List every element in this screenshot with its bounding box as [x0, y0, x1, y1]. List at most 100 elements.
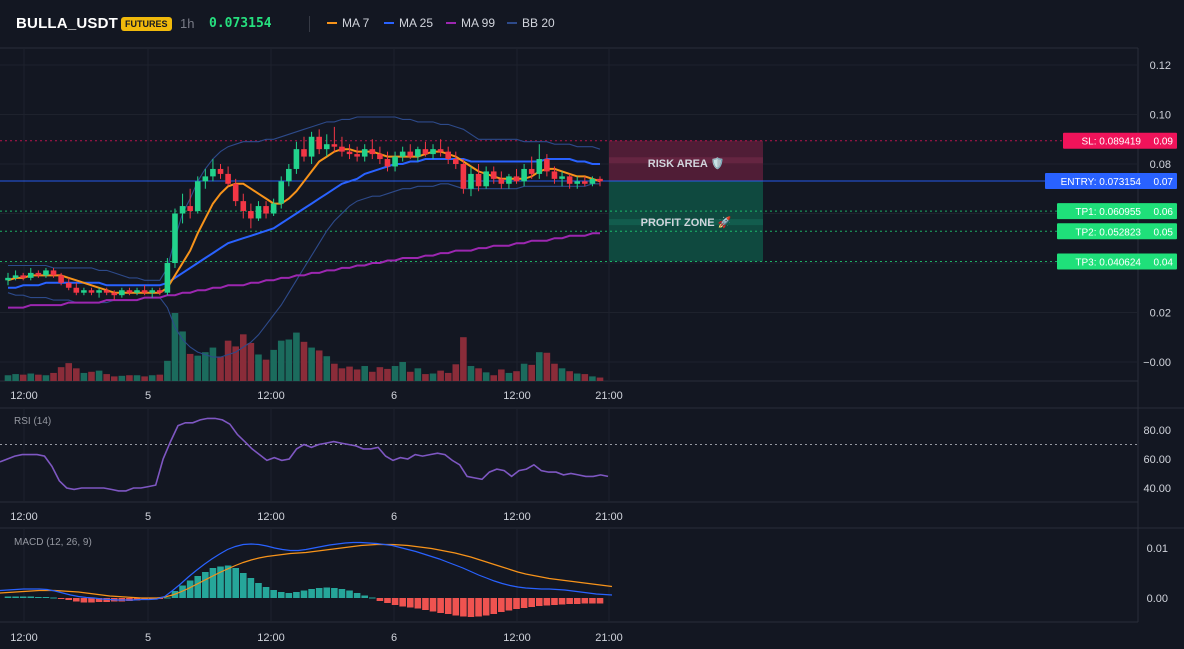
volume-bar	[346, 366, 353, 381]
candle-body	[88, 290, 95, 293]
volume-bar	[247, 342, 255, 381]
macd-title: MACD (12, 26, 9)	[14, 537, 92, 548]
macd-histogram-bar	[513, 598, 520, 609]
volume-bar	[444, 372, 452, 381]
macd-histogram-bar	[103, 598, 110, 602]
volume-bar	[179, 331, 186, 381]
macd-histogram-bar	[535, 598, 543, 606]
candle-body	[468, 173, 474, 189]
macd-histogram-bar	[270, 590, 277, 598]
volume-bar	[4, 375, 12, 381]
macd-histogram-bar	[338, 589, 346, 598]
rsi-line	[0, 417, 609, 492]
level-tag-label-entry: ENTRY: 0.073154	[1061, 177, 1142, 188]
macd-histogram-bar	[581, 598, 589, 604]
legend-ma25[interactable]: MA 25	[384, 16, 433, 30]
volume-bar	[551, 363, 558, 381]
volume-bar	[490, 375, 498, 381]
macd-histogram-bar	[551, 598, 558, 605]
volume-bar	[126, 375, 133, 381]
candle-body	[149, 290, 156, 293]
candle-body	[566, 176, 573, 184]
macd-histogram-bar	[399, 598, 406, 607]
futures-badge: FUTURES	[121, 17, 172, 31]
candle-body	[354, 154, 360, 157]
candle-body	[422, 149, 429, 155]
macd-histogram-bar	[42, 597, 50, 598]
volume-bar	[391, 366, 399, 381]
candle-body	[240, 201, 247, 212]
macd-histogram-bar	[194, 576, 202, 598]
candle-body	[460, 164, 467, 189]
candle-body	[551, 171, 558, 179]
macd-histogram-bar	[353, 593, 361, 598]
price-axis-label: 0.12	[1150, 60, 1171, 72]
risk-area-label: RISK AREA 🛡️	[648, 157, 724, 170]
candle-body	[582, 181, 588, 184]
volume-bar	[19, 374, 27, 381]
candle-body	[316, 136, 322, 150]
macd-histogram-bar	[346, 590, 353, 598]
level-tag-axis-tp2: 0.05	[1154, 227, 1174, 238]
candle-body	[559, 176, 565, 179]
volume-bar	[300, 341, 308, 381]
volume-bar	[57, 367, 65, 381]
macd-histogram-bar	[277, 592, 285, 598]
candle-body	[490, 171, 497, 179]
macd-histogram-bar	[65, 598, 73, 600]
candle-body	[81, 290, 87, 293]
macd-histogram-bar	[217, 566, 224, 598]
volume-bar	[429, 373, 437, 381]
macd-histogram-bar	[520, 598, 528, 608]
volume-bar	[141, 376, 148, 381]
legend-ma99[interactable]: MA 99	[446, 16, 495, 30]
time-axis-label: 6	[391, 511, 397, 523]
volume-bar	[133, 375, 141, 381]
volume-bar	[399, 361, 406, 381]
candle-body	[536, 159, 543, 174]
volume-bar	[589, 376, 596, 381]
time-axis-label: 12:00	[257, 632, 285, 644]
interval-label[interactable]: 1h	[180, 16, 195, 31]
candle-body	[475, 173, 482, 187]
macd-histogram-bar	[376, 598, 384, 601]
macd-histogram-bar	[543, 598, 551, 606]
volume-bar	[80, 372, 88, 381]
legend-ma7[interactable]: MA 7	[327, 16, 369, 30]
macd-histogram-bar	[164, 597, 171, 599]
candle-body	[217, 168, 224, 174]
ma7-swatch-icon	[327, 22, 337, 24]
candle-body	[528, 168, 535, 174]
level-tag-tp2	[1057, 223, 1177, 240]
candle-body	[255, 206, 262, 219]
macd-histogram-bar	[361, 595, 369, 598]
time-axis-label: 12:00	[10, 511, 38, 523]
macd-histogram-bar	[452, 598, 460, 616]
macd-histogram-bar	[186, 580, 194, 598]
time-axis-label: 12:00	[503, 390, 531, 402]
candle-body	[430, 149, 436, 155]
macd-histogram-bar	[369, 597, 376, 599]
last-price: 0.073154	[209, 16, 272, 31]
volume-bar	[148, 375, 156, 381]
volume-bar	[50, 372, 57, 381]
level-tag-label-tp1: TP1: 0.060955	[1075, 207, 1141, 218]
macd-histogram-bar	[323, 587, 331, 598]
time-axis-label: 5	[145, 632, 151, 644]
volume-bar	[164, 360, 171, 381]
legend-bb20[interactable]: BB 20	[507, 16, 555, 30]
volume-bar	[285, 339, 293, 381]
candle-body	[270, 203, 277, 214]
candle-body	[58, 275, 64, 283]
volume-bar	[384, 368, 391, 381]
candle-body	[308, 136, 315, 157]
symbol-name[interactable]: BULLA_USDT	[16, 15, 118, 32]
candle-body	[339, 146, 345, 152]
candle-body	[210, 168, 216, 177]
macd-histogram-bar	[285, 593, 293, 598]
macd-histogram-bar	[437, 598, 444, 613]
bb-lower-line	[7, 183, 600, 358]
volume-bar	[573, 373, 581, 381]
macd-histogram-bar	[50, 597, 57, 599]
